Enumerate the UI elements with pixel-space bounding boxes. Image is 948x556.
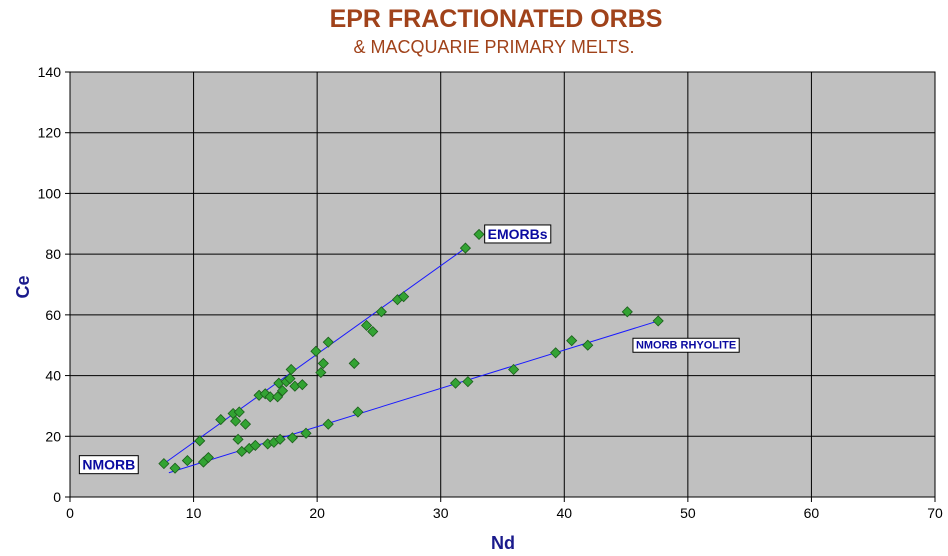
data-point [352, 406, 364, 418]
data-point [230, 415, 242, 427]
tick-labels: 0 10 20 30 40 50 60 70 0 20 40 60 80 100 120 140 [38, 64, 943, 521]
annotation-text: NMORB [82, 457, 135, 473]
x-tick-label: 70 [927, 505, 943, 521]
data-point [322, 418, 334, 430]
data-point [375, 306, 387, 318]
data-point [550, 347, 562, 359]
data-point [566, 335, 578, 347]
data-point [473, 228, 485, 240]
x-tick-label: 60 [804, 505, 820, 521]
chart-subtitle: & MACQUARIE PRIMARY MELTS. [353, 37, 634, 57]
data-point [300, 427, 312, 439]
x-tick-label: 0 [66, 505, 74, 521]
y-tick-label: 60 [45, 307, 61, 323]
data-point [449, 377, 462, 389]
y-tick-label: 120 [38, 125, 62, 141]
data-point [621, 306, 633, 318]
grid-lines [65, 71, 936, 502]
data-point [348, 357, 360, 369]
annotation-label: NMORB [78, 455, 139, 475]
x-tick-label: 10 [186, 505, 202, 521]
data-point [462, 376, 474, 388]
chart-title: EPR FRACTIONATED ORBS [330, 5, 663, 33]
annotation-text: NMORB RHYOLITE [636, 339, 736, 351]
y-tick-label: 100 [38, 185, 62, 201]
data-point [194, 435, 206, 447]
data-point [508, 363, 520, 376]
y-tick-label: 80 [45, 246, 61, 262]
data-point [296, 379, 308, 391]
data-point [202, 451, 214, 464]
annotation-box [484, 224, 552, 244]
data-point [233, 406, 245, 418]
data-point [239, 418, 252, 430]
data-point [361, 319, 373, 332]
annotation-box [78, 455, 139, 475]
data-point [158, 458, 170, 470]
data-point [652, 315, 664, 327]
trend-line [163, 247, 466, 465]
data-point [215, 414, 227, 426]
annotation-label: NMORB RHYOLITE [632, 337, 740, 353]
data-point [249, 439, 261, 451]
data-points [158, 228, 664, 474]
data-point [274, 433, 286, 445]
y-axis-title: Ce [13, 275, 33, 298]
annotation-text: EMORBs [488, 226, 548, 242]
data-point [285, 363, 297, 376]
y-tick-label: 140 [38, 64, 62, 80]
data-point [284, 373, 296, 385]
data-point [367, 325, 379, 338]
data-point [232, 433, 244, 445]
data-point [169, 462, 181, 474]
x-tick-label: 30 [433, 505, 449, 521]
data-point [315, 366, 327, 379]
data-point [276, 385, 289, 397]
annotation-label: EMORBs [484, 224, 552, 244]
data-point [459, 242, 471, 254]
data-point [322, 336, 334, 348]
x-tick-label: 20 [309, 505, 325, 521]
x-tick-label: 40 [556, 505, 572, 521]
data-point [398, 291, 410, 303]
y-tick-label: 20 [45, 428, 61, 444]
y-tick-label: 40 [45, 368, 61, 384]
annotation-box [632, 337, 740, 353]
plot-area [69, 71, 936, 498]
x-axis-title: Nd [491, 533, 515, 553]
data-point [286, 432, 298, 444]
data-point [582, 339, 594, 351]
data-point [317, 357, 329, 369]
x-tick-label: 50 [680, 505, 696, 521]
data-point [272, 391, 284, 403]
y-tick-label: 0 [53, 489, 61, 505]
data-point [181, 455, 193, 467]
data-point [310, 345, 322, 357]
annotations: NMORB EMORBs NMORB RHYOLITE [78, 224, 740, 475]
data-point [264, 391, 276, 403]
